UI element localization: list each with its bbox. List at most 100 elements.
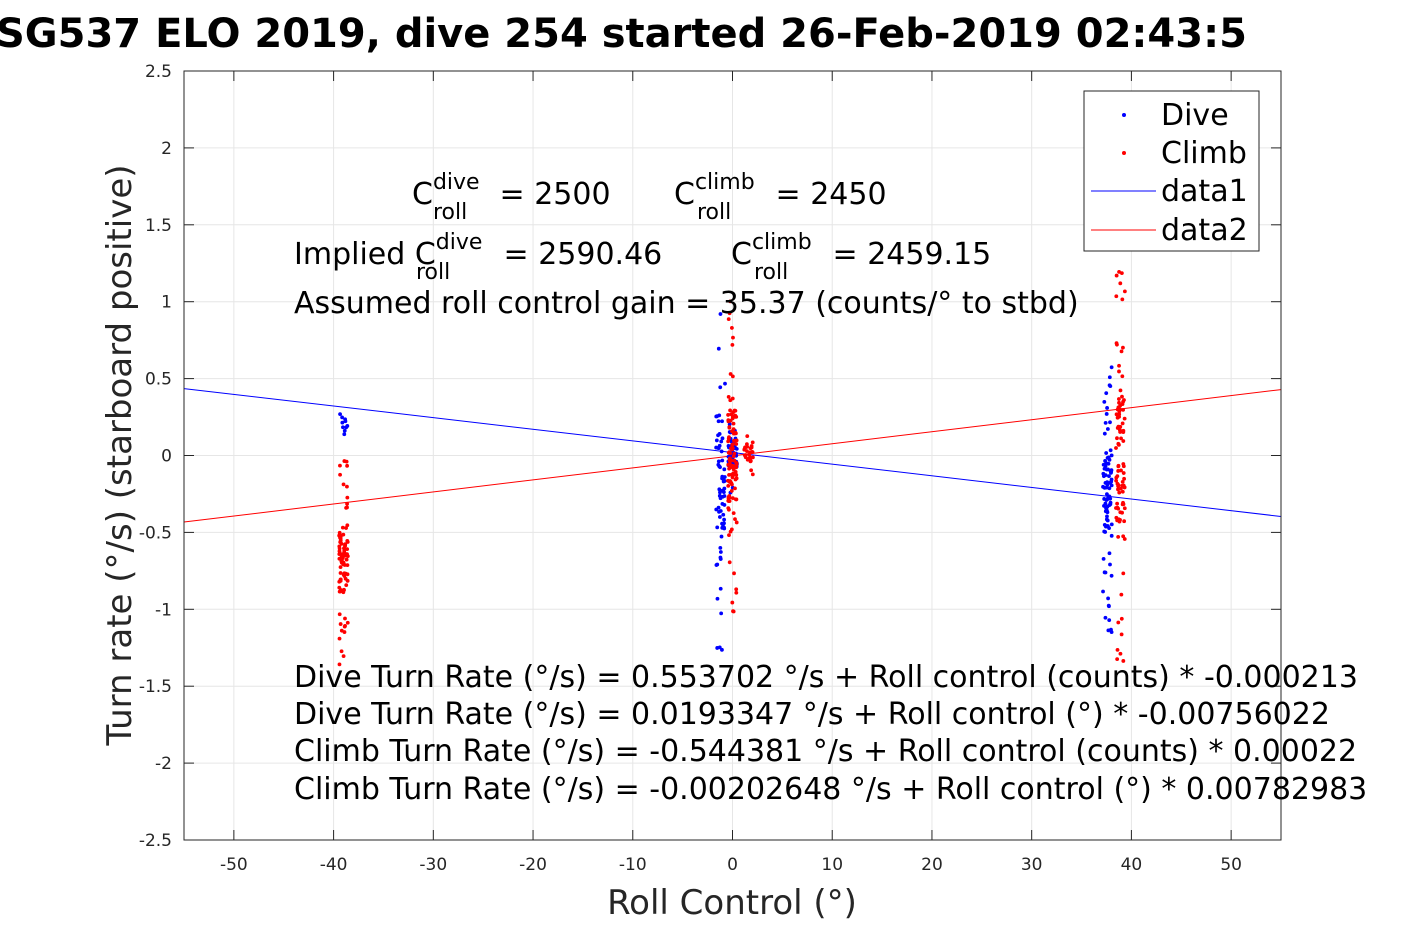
point-climb bbox=[337, 530, 342, 535]
point-climb bbox=[337, 549, 342, 554]
point-climb bbox=[341, 654, 346, 659]
legend-label-dive: Dive bbox=[1161, 98, 1229, 133]
point-dive bbox=[1107, 494, 1112, 499]
point-climb bbox=[731, 335, 735, 340]
point-dive bbox=[1109, 522, 1114, 527]
point-climb bbox=[1121, 428, 1126, 433]
point-dive bbox=[1109, 468, 1114, 473]
point-dive bbox=[340, 420, 345, 425]
point-climb bbox=[733, 517, 737, 522]
point-dive bbox=[345, 424, 350, 428]
point-dive bbox=[717, 413, 722, 418]
point-climb bbox=[1120, 489, 1125, 494]
point-dive bbox=[1109, 573, 1114, 578]
point-climb bbox=[345, 501, 349, 506]
point-dive bbox=[1109, 453, 1114, 458]
point-climb bbox=[1121, 345, 1125, 350]
point-climb bbox=[730, 374, 735, 379]
legend-label-climb: Climb bbox=[1161, 136, 1247, 171]
point-climb bbox=[730, 600, 735, 605]
annot-val: = 2450 bbox=[766, 177, 887, 212]
x-tick-label: 0 bbox=[727, 855, 738, 875]
point-climb bbox=[344, 505, 349, 510]
point-dive bbox=[343, 419, 348, 424]
point-dive bbox=[716, 419, 721, 424]
annot-c: C bbox=[674, 177, 695, 212]
annotation-gain: Assumed roll control gain = 35.37 (count… bbox=[294, 286, 1079, 321]
point-climb bbox=[344, 526, 348, 530]
point-climb bbox=[342, 553, 347, 558]
point-climb bbox=[1117, 412, 1122, 417]
point-climb bbox=[743, 453, 748, 457]
point-climb bbox=[338, 622, 343, 626]
point-climb bbox=[341, 482, 346, 487]
point-dive bbox=[1109, 365, 1114, 370]
point-climb bbox=[344, 583, 349, 588]
legend-label-data1: data1 bbox=[1161, 174, 1248, 209]
point-climb bbox=[1118, 517, 1122, 522]
point-climb bbox=[727, 466, 732, 471]
point-dive bbox=[342, 432, 347, 437]
point-climb bbox=[341, 588, 346, 593]
point-climb bbox=[1114, 341, 1119, 346]
point-dive bbox=[1109, 479, 1114, 484]
point-climb bbox=[344, 557, 349, 562]
point-dive bbox=[1103, 420, 1108, 425]
point-climb bbox=[343, 616, 347, 621]
point-dive bbox=[1103, 464, 1108, 468]
annot-sup: climb bbox=[695, 170, 755, 195]
annotation-implied-climb: Cclimb roll = 2459.15 bbox=[731, 230, 991, 285]
point-dive bbox=[1104, 391, 1109, 396]
point-dive bbox=[1105, 510, 1110, 515]
point-climb bbox=[730, 342, 735, 347]
point-dive bbox=[722, 526, 727, 531]
point-climb bbox=[1122, 289, 1127, 294]
x-tick-label: -10 bbox=[619, 855, 647, 875]
point-climb bbox=[730, 458, 734, 463]
point-climb bbox=[731, 609, 736, 614]
point-climb bbox=[1114, 273, 1119, 278]
point-climb bbox=[339, 628, 344, 633]
point-climb bbox=[734, 587, 739, 592]
point-dive bbox=[1108, 448, 1113, 453]
point-climb bbox=[730, 496, 735, 501]
point-climb bbox=[1117, 400, 1121, 405]
point-dive bbox=[715, 525, 720, 530]
point-climb bbox=[727, 560, 732, 565]
point-dive bbox=[716, 346, 721, 351]
point-climb bbox=[1116, 397, 1121, 401]
point-dive bbox=[716, 505, 721, 510]
annot-c: C bbox=[412, 177, 433, 212]
point-climb bbox=[1116, 620, 1121, 625]
point-dive bbox=[718, 385, 723, 390]
point-climb bbox=[1117, 442, 1121, 447]
point-dive bbox=[715, 596, 720, 601]
point-climb bbox=[727, 425, 732, 429]
point-climb bbox=[1114, 446, 1118, 450]
point-dive bbox=[1108, 500, 1113, 505]
point-climb bbox=[342, 624, 347, 629]
point-climb bbox=[728, 408, 732, 413]
point-climb bbox=[338, 571, 343, 575]
annotation-eq2: Dive Turn Rate (°/s) = 0.0193347 °/s + R… bbox=[294, 697, 1330, 732]
annot-sub: roll bbox=[416, 260, 450, 285]
annotation-c-roll-climb: Cclimb roll = 2450 bbox=[674, 170, 887, 225]
x-tick-label: -20 bbox=[519, 855, 547, 875]
point-dive bbox=[1105, 427, 1110, 431]
point-climb bbox=[1115, 415, 1120, 420]
annot-sub: roll bbox=[754, 260, 788, 285]
point-dive bbox=[1107, 551, 1112, 556]
point-dive bbox=[1101, 589, 1105, 594]
point-dive bbox=[720, 458, 725, 463]
point-climb bbox=[341, 572, 346, 577]
point-climb bbox=[343, 543, 347, 548]
point-climb bbox=[345, 572, 350, 577]
point-climb bbox=[734, 520, 739, 525]
annot-sup: dive bbox=[436, 230, 483, 255]
point-dive bbox=[717, 487, 722, 492]
point-dive bbox=[719, 534, 724, 539]
point-dive bbox=[718, 586, 723, 591]
point-climb bbox=[1121, 407, 1125, 412]
point-climb bbox=[726, 395, 731, 399]
